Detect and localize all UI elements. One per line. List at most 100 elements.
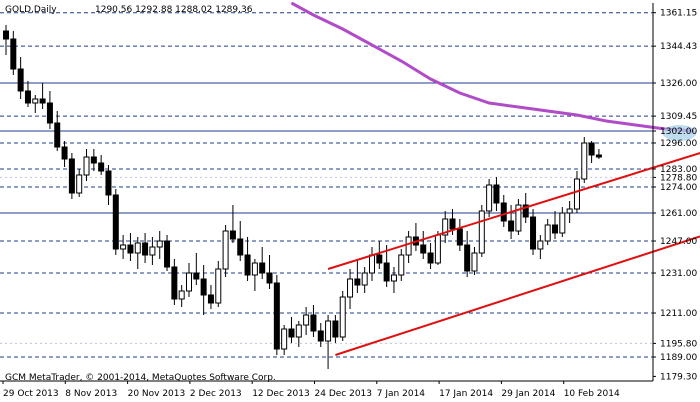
bear-candle xyxy=(464,244,471,272)
price-label: 1326.00 xyxy=(660,79,697,89)
bear-candle xyxy=(207,294,214,304)
date-label: 12 Dec 2013 xyxy=(252,389,310,399)
date-axis: 29 Oct 2013 8 Nov 2013 20 Nov 2013 2 Dec 20… xyxy=(2,381,620,399)
bull-candle xyxy=(281,328,288,350)
bear-candle xyxy=(273,282,280,350)
bull-candle xyxy=(325,320,332,342)
price-label: 1231.00 xyxy=(660,269,697,279)
bear-candle xyxy=(508,220,515,232)
bear-candle xyxy=(259,262,266,274)
price-label: 1261.00 xyxy=(660,209,697,219)
bear-candle xyxy=(24,90,31,104)
bear-candle xyxy=(354,278,361,286)
bear-candle xyxy=(427,252,434,264)
date-label: 10 Feb 2014 xyxy=(564,389,620,399)
bear-candle xyxy=(552,224,558,234)
price-label: 1179.30 xyxy=(660,372,697,382)
bear-candle xyxy=(46,102,53,124)
price-axis: 1361.15 1344.43 1326.00 1309.45 1302.00 1296.… xyxy=(653,9,697,382)
axes xyxy=(0,3,654,382)
bull-candle xyxy=(339,296,346,338)
bear-candle xyxy=(193,272,200,280)
bull-candle xyxy=(486,184,493,212)
bull-candle xyxy=(398,254,405,276)
bear-candle xyxy=(3,30,9,40)
date-label: 8 Nov 2013 xyxy=(65,389,117,399)
bear-candle xyxy=(595,154,602,158)
price-label: 1278.80 xyxy=(660,173,697,183)
symbol-title: GOLD,Daily xyxy=(5,5,57,15)
bull-candle xyxy=(471,252,478,272)
bull-candle xyxy=(156,240,163,248)
bull-candle xyxy=(32,98,39,104)
bull-candle xyxy=(251,262,258,276)
bear-candle xyxy=(244,254,251,276)
bull-candle xyxy=(347,278,354,298)
bear-candle xyxy=(449,218,456,230)
bear-candle xyxy=(317,330,324,342)
highlight-ellipse xyxy=(662,125,697,141)
channel-lower xyxy=(335,235,700,356)
bull-candle xyxy=(559,212,566,234)
bull-candle xyxy=(573,178,580,210)
bull-candle xyxy=(369,254,375,274)
bear-candle xyxy=(237,238,244,256)
price-levels xyxy=(0,12,653,358)
ohlc-readout: 1290.56 1292.88 1288.02 1289.36 xyxy=(95,5,253,15)
bear-candle xyxy=(266,272,273,284)
bear-candle xyxy=(588,142,595,156)
bear-candle xyxy=(500,202,507,222)
bull-candle xyxy=(295,324,302,338)
bull-candle xyxy=(186,272,192,292)
bear-candle xyxy=(530,216,537,250)
price-label: 1361.15 xyxy=(660,9,697,19)
bear-candle xyxy=(229,230,236,240)
highlight-ellipses xyxy=(662,125,697,141)
moving-average-line xyxy=(290,1,695,133)
bear-candle xyxy=(112,194,119,250)
date-label: 2 Dec 2013 xyxy=(190,389,242,399)
candles xyxy=(3,25,602,369)
bull-candle xyxy=(405,236,412,256)
date-label: 24 Dec 2013 xyxy=(315,389,373,399)
bull-candle xyxy=(442,218,449,236)
bull-candle xyxy=(361,272,368,286)
bear-candle xyxy=(142,242,149,256)
price-label: 1247.00 xyxy=(660,237,697,247)
bear-candle xyxy=(288,328,295,338)
bear-candle xyxy=(456,228,463,246)
channel-upper xyxy=(327,152,700,270)
price-label: 1296.00 xyxy=(660,139,697,149)
bear-candle xyxy=(98,162,105,172)
bull-candle xyxy=(222,230,229,270)
bull-candle xyxy=(515,204,522,232)
price-label: 1283.00 xyxy=(660,165,697,175)
date-label: 29 Oct 2013 xyxy=(3,389,59,399)
date-label: 7 Jan 2014 xyxy=(377,389,425,399)
date-label: 17 Jan 2014 xyxy=(439,389,493,399)
bear-candle xyxy=(10,38,17,70)
bear-candle xyxy=(17,68,24,92)
bear-candle xyxy=(200,278,207,296)
bull-candle xyxy=(478,210,485,254)
date-label: 29 Jan 2014 xyxy=(501,389,555,399)
price-label: 1211.00 xyxy=(660,309,697,319)
bull-candle xyxy=(581,142,588,180)
bull-candle xyxy=(303,314,310,326)
bear-candle xyxy=(332,320,339,338)
bull-candle xyxy=(544,224,551,242)
bear-candle xyxy=(68,158,75,194)
price-label: 1274.00 xyxy=(660,183,697,193)
bear-candle xyxy=(383,262,390,282)
bull-candle xyxy=(537,240,544,250)
price-label: 1344.43 xyxy=(660,42,697,52)
bull-candle xyxy=(120,244,127,250)
date-label: 20 Nov 2013 xyxy=(128,389,186,399)
bear-candle xyxy=(164,240,171,268)
bear-candle xyxy=(376,254,383,264)
price-label: 1309.45 xyxy=(660,112,697,122)
price-label: 1189.00 xyxy=(660,353,697,363)
bear-candle xyxy=(127,244,134,254)
bear-candle xyxy=(493,184,500,204)
